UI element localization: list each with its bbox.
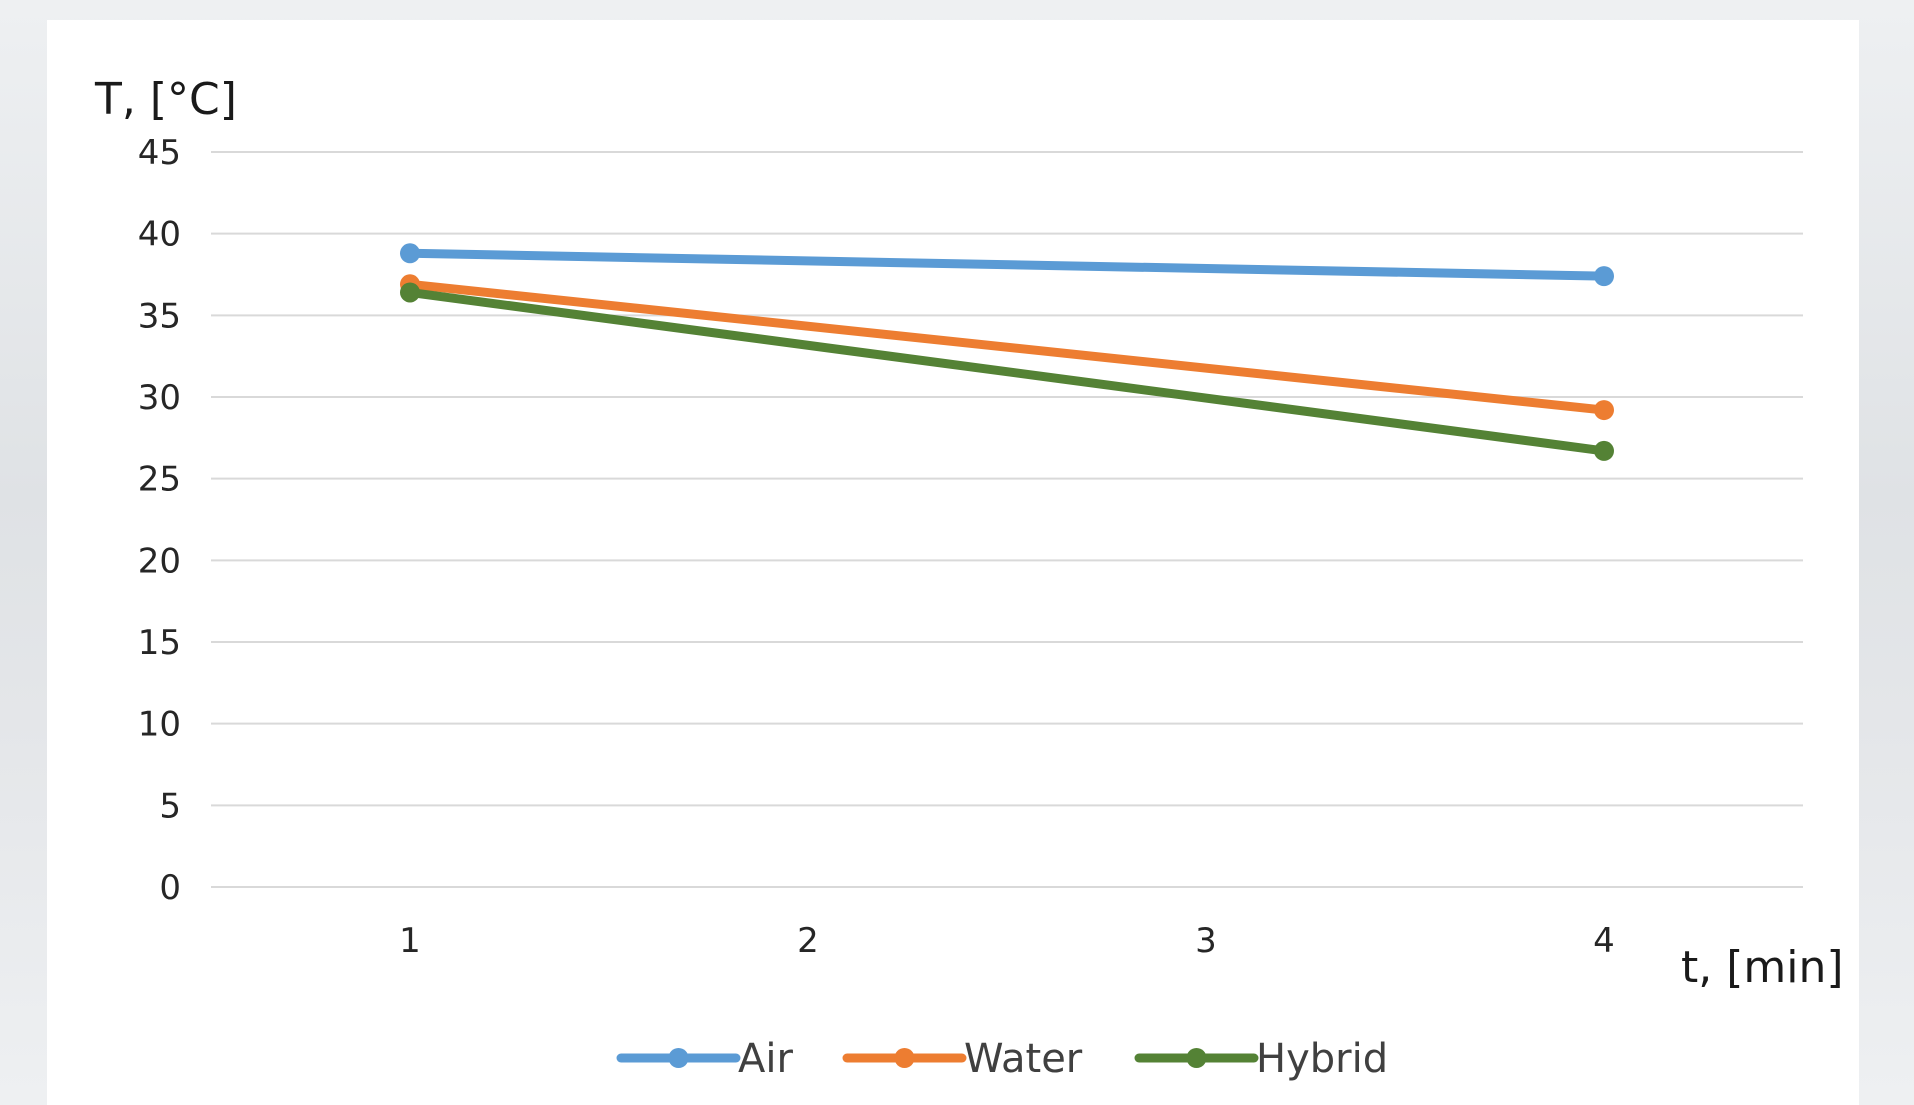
grid-lines <box>211 151 1803 888</box>
y-tick-label: 25 <box>138 460 181 500</box>
x-tick-labels: 1 2 3 4 <box>399 921 1615 961</box>
data-point-hybrid <box>1594 440 1614 461</box>
legend-label-air: Air <box>738 1036 793 1082</box>
y-tick-label: 30 <box>138 378 181 418</box>
series-line-hybrid <box>405 287 1609 456</box>
data-point-air <box>400 243 420 264</box>
series-line-water <box>405 279 1609 415</box>
y-tick-label: 5 <box>159 786 181 826</box>
data-point-hybrid <box>400 282 420 303</box>
series-lines <box>405 248 1609 456</box>
series-points <box>400 243 1614 461</box>
legend-label-water: Water <box>964 1036 1083 1082</box>
y-tick-label: 15 <box>138 623 181 663</box>
y-tick-labels: 0 5 10 15 20 25 30 35 40 45 <box>138 133 181 908</box>
y-tick-label: 40 <box>138 215 181 255</box>
y-tick-label: 0 <box>159 868 181 908</box>
x-axis-title: t, [min] <box>1681 942 1844 993</box>
y-tick-label: 10 <box>138 705 181 745</box>
x-tick-label: 4 <box>1593 921 1615 961</box>
x-tick-label: 3 <box>1195 921 1217 961</box>
x-tick-label: 2 <box>797 921 819 961</box>
legend: Air Water Hybrid <box>616 1036 1388 1082</box>
x-tick-label: 1 <box>399 921 421 961</box>
legend-marker-hybrid <box>1186 1048 1207 1068</box>
legend-marker-water <box>894 1048 915 1068</box>
line-chart: 0 5 10 15 20 25 30 35 40 45 1 2 3 4 T, [°C] t, [min]… <box>94 74 1844 1082</box>
data-point-water <box>1594 400 1614 421</box>
y-axis-title: T, [°C] <box>94 74 237 125</box>
chart-panel: 0 5 10 15 20 25 30 35 40 45 1 2 3 4 T, [°C] t, [min]… <box>47 20 1859 1105</box>
legend-label-hybrid: Hybrid <box>1256 1036 1388 1082</box>
y-tick-label: 35 <box>138 296 181 336</box>
y-tick-label: 20 <box>138 541 181 581</box>
legend-marker-air <box>668 1048 689 1068</box>
series-line-air <box>405 248 1609 281</box>
y-tick-label: 45 <box>138 133 181 173</box>
data-point-air <box>1594 266 1614 287</box>
